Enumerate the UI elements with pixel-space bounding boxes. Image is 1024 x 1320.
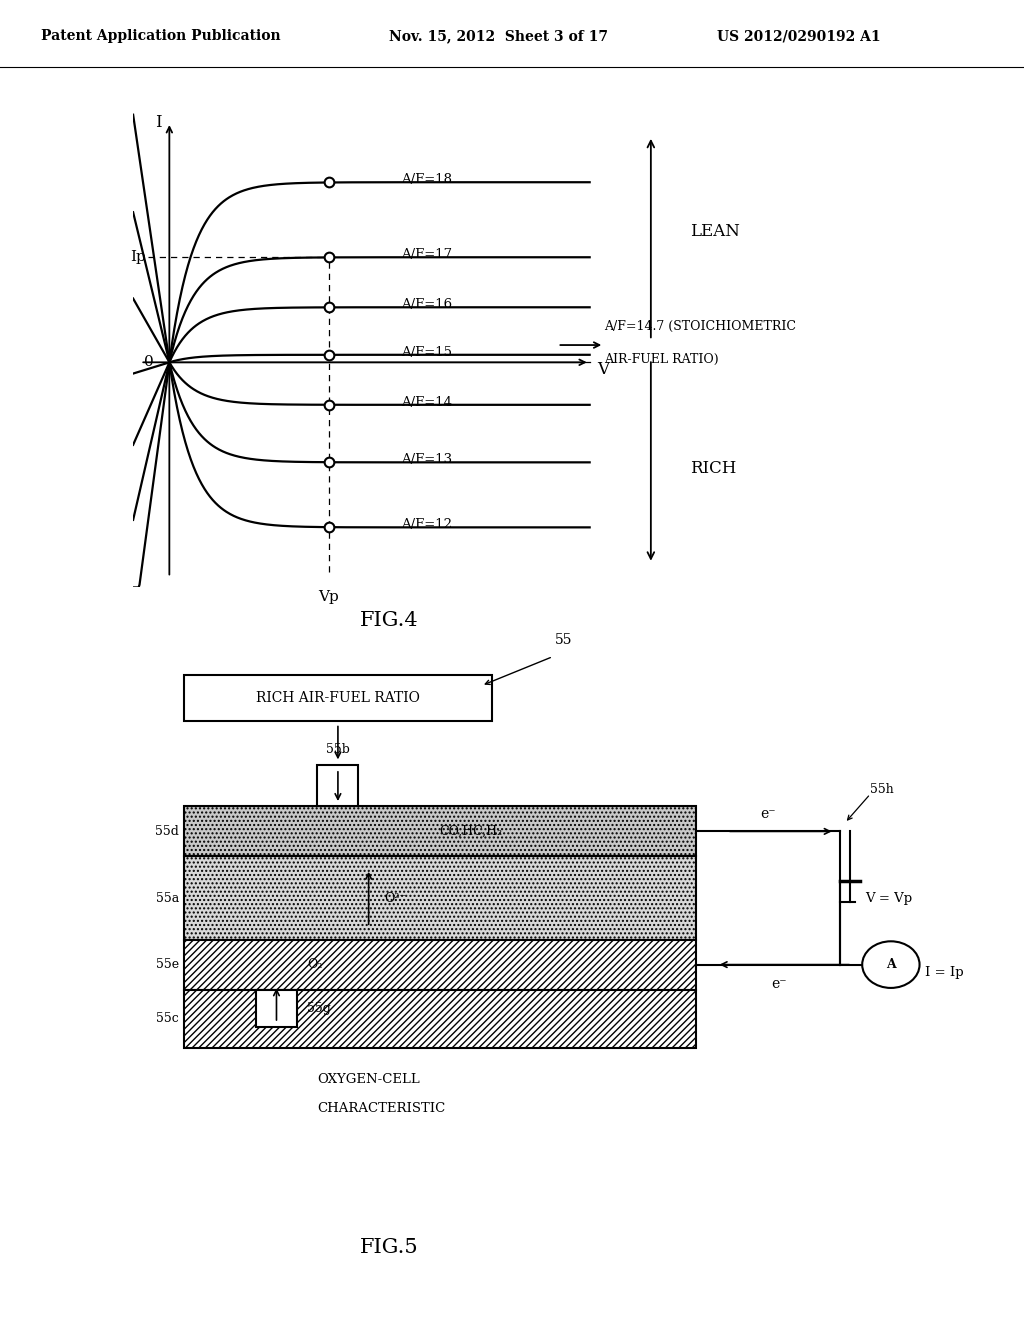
Text: O²⁻: O²⁻ bbox=[384, 891, 406, 904]
Text: Vp: Vp bbox=[318, 590, 339, 605]
Text: 55b: 55b bbox=[326, 743, 350, 756]
Text: Nov. 15, 2012  Sheet 3 of 17: Nov. 15, 2012 Sheet 3 of 17 bbox=[389, 29, 608, 44]
Text: Patent Application Publication: Patent Application Publication bbox=[41, 29, 281, 44]
Text: FIG.5: FIG.5 bbox=[359, 1238, 419, 1257]
Bar bbox=[184, 857, 696, 940]
Circle shape bbox=[862, 941, 920, 987]
Bar bbox=[184, 940, 696, 990]
Text: OXYGEN-CELL: OXYGEN-CELL bbox=[317, 1073, 420, 1086]
Text: 55h: 55h bbox=[870, 783, 894, 796]
Text: 0: 0 bbox=[143, 355, 154, 370]
Text: 55d: 55d bbox=[156, 825, 179, 838]
Text: 55e: 55e bbox=[156, 958, 179, 972]
Bar bbox=[184, 990, 696, 1048]
Bar bbox=[184, 807, 696, 857]
Text: V: V bbox=[597, 362, 609, 379]
Text: e⁻: e⁻ bbox=[771, 977, 787, 991]
Text: A/F=16: A/F=16 bbox=[401, 298, 453, 312]
Text: US 2012/0290192 A1: US 2012/0290192 A1 bbox=[717, 29, 881, 44]
Text: AIR-FUEL RATIO): AIR-FUEL RATIO) bbox=[604, 352, 719, 366]
Bar bbox=[184, 676, 492, 721]
Bar bbox=[317, 764, 358, 807]
Text: A/F=14.7 (STOICHIOMETRIC: A/F=14.7 (STOICHIOMETRIC bbox=[604, 319, 797, 333]
Text: e⁻: e⁻ bbox=[760, 808, 776, 821]
Text: LEAN: LEAN bbox=[690, 223, 739, 239]
Text: A: A bbox=[886, 958, 896, 972]
Text: FIG.4: FIG.4 bbox=[359, 611, 419, 630]
Text: I = Ip: I = Ip bbox=[925, 966, 964, 979]
Text: I: I bbox=[156, 114, 162, 131]
Text: A/F=12: A/F=12 bbox=[401, 519, 453, 531]
Text: V = Vp: V = Vp bbox=[865, 891, 912, 904]
Text: 55c: 55c bbox=[157, 1012, 179, 1026]
Text: A/F=13: A/F=13 bbox=[401, 453, 453, 466]
Text: A/F=17: A/F=17 bbox=[401, 248, 453, 261]
Text: CO,HC,H₂: CO,HC,H₂ bbox=[439, 825, 503, 838]
Text: A/F=14: A/F=14 bbox=[401, 396, 453, 409]
Bar bbox=[256, 990, 297, 1027]
Text: O₂: O₂ bbox=[307, 958, 323, 972]
Text: Ip: Ip bbox=[130, 251, 146, 264]
Text: RICH: RICH bbox=[690, 461, 736, 477]
Text: 55: 55 bbox=[554, 632, 572, 647]
Text: 55a: 55a bbox=[156, 891, 179, 904]
Text: RICH AIR-FUEL RATIO: RICH AIR-FUEL RATIO bbox=[256, 692, 420, 705]
Text: A/F=15: A/F=15 bbox=[401, 346, 453, 359]
Text: CHARACTERISTIC: CHARACTERISTIC bbox=[317, 1102, 445, 1115]
Text: 55g: 55g bbox=[307, 1002, 331, 1015]
Text: A/F=18: A/F=18 bbox=[401, 173, 453, 186]
